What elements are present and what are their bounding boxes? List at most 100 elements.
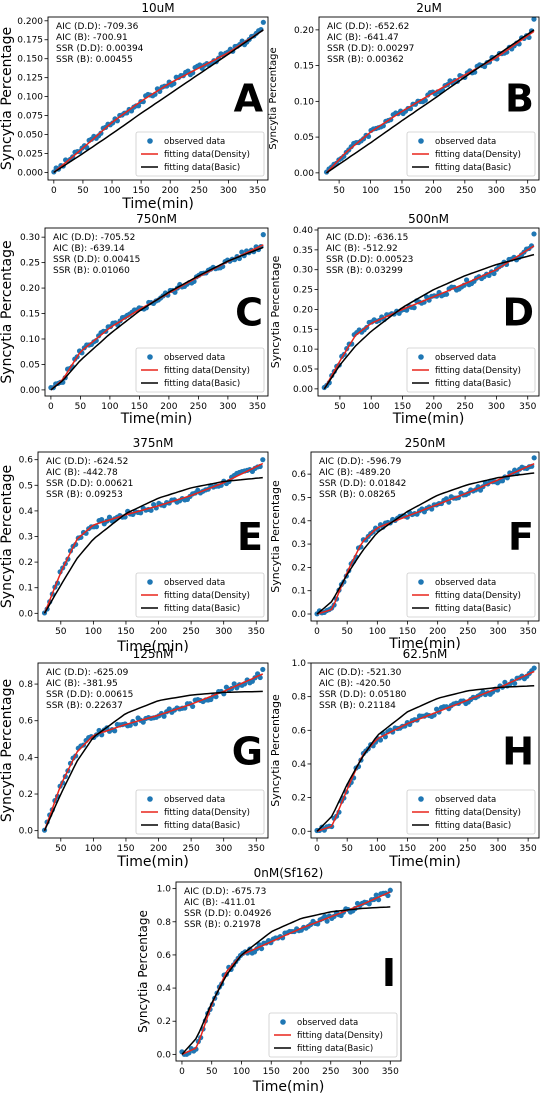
- legend-marker-observed: [147, 796, 153, 802]
- y-tick-label: 0.4: [19, 507, 34, 517]
- panel-title: 0nM(Sf162): [254, 866, 324, 880]
- stats-line: SSR (D.D): 0.00415: [53, 255, 140, 265]
- stats-line: SSR (D.D): 0.00394: [56, 44, 144, 54]
- y-tick-label: 0.2: [292, 794, 306, 804]
- fit-density-line: [316, 463, 535, 615]
- legend-marker-observed: [147, 579, 153, 585]
- stats-line: AIC (B): -512.92: [326, 244, 398, 254]
- x-tick-label: 0: [179, 1067, 185, 1077]
- x-tick-label: 250: [183, 844, 200, 854]
- legend-label: fitting data(Density): [164, 808, 250, 818]
- plot-area: [41, 666, 266, 833]
- y-tick-label: 0.8: [292, 693, 307, 703]
- x-tick-label: 150: [394, 402, 411, 412]
- x-tick-label: 300: [489, 627, 506, 637]
- legend-label: observed data: [435, 795, 496, 805]
- y-axis-label: Syncytia Percentage: [136, 910, 150, 1033]
- plot-area: [41, 457, 266, 616]
- x-tick-label: 50: [77, 186, 89, 196]
- x-tick-label: 300: [489, 844, 506, 854]
- y-tick-label: 0.0: [19, 827, 34, 837]
- x-tick-label: 250: [183, 627, 200, 637]
- y-tick-label: 0.025: [17, 149, 43, 159]
- y-tick-label: 0.2: [157, 1017, 171, 1027]
- x-tick-label: 50: [341, 627, 353, 637]
- y-tick-label: 0.3: [19, 533, 33, 543]
- legend-label: fitting data(Basic): [435, 604, 511, 614]
- stats-line: SSR (D.D): 0.04926: [184, 909, 272, 919]
- y-tick-label: 0.1: [19, 584, 33, 594]
- legend-label: observed data: [164, 137, 225, 147]
- y-axis-label: Syncytia Percentage: [0, 679, 15, 822]
- fit-basic-line: [326, 29, 535, 174]
- y-tick-label: 0.00: [20, 386, 40, 396]
- stats-line: SSR (B): 0.21184: [319, 701, 396, 711]
- stats-line: SSR (D.D): 0.00621: [46, 479, 133, 489]
- x-tick-label: 100: [101, 402, 118, 412]
- plot-area: [48, 232, 266, 391]
- axes-frame: [317, 227, 540, 397]
- fit-density-line: [43, 673, 264, 831]
- y-tick-label: 0.6: [19, 456, 34, 466]
- y-tick-label: 0.075: [17, 112, 43, 122]
- y-tick-label: 0.25: [20, 259, 40, 269]
- fit-basic-line: [53, 29, 264, 174]
- observed-point: [322, 913, 328, 920]
- x-tick-label: 350: [519, 402, 536, 412]
- panel-d: 500nM 50 100 150 200 250 300 350 0.00 0.05 0.10 0.1…: [269, 212, 540, 427]
- observed-point: [411, 305, 417, 311]
- panel-letter: I: [382, 951, 396, 995]
- legend-label: fitting data(Density): [435, 366, 521, 376]
- observed-point: [260, 457, 266, 463]
- observed-point: [190, 703, 196, 710]
- y-axis-label: Syncytia Percentage: [0, 465, 15, 608]
- y-tick-label: 0.30: [20, 233, 40, 243]
- stats-line: SSR (D.D): 0.00523: [326, 255, 413, 265]
- y-tick-label: 0.10: [293, 345, 313, 355]
- y-axis-label: Syncytia Percentage: [269, 480, 282, 593]
- stats-line: AIC (B): -639.14: [53, 244, 125, 254]
- panel-letter: H: [502, 730, 534, 774]
- stats-line: AIC (B): -489.20: [319, 468, 391, 478]
- x-tick-label: 350: [248, 844, 265, 854]
- x-tick-label: 250: [457, 402, 474, 412]
- legend: observed data fitting data(Density) fittin…: [406, 789, 536, 835]
- y-tick-label: 0.8: [19, 680, 34, 690]
- y-tick-label: 0.175: [17, 36, 43, 46]
- y-axis-label: Syncytia Percentage: [0, 27, 15, 170]
- axes-frame: [47, 16, 269, 181]
- legend-label: fitting data(Basic): [164, 604, 240, 614]
- legend-label: fitting data(Density): [435, 150, 521, 160]
- legend-marker-observed: [147, 354, 153, 360]
- stats-line: SSR (B): 0.01060: [53, 266, 130, 276]
- stats-line: AIC (D.D): -624.52: [46, 457, 128, 467]
- y-tick-label: 0.150: [17, 55, 43, 65]
- y-tick-label: 0.0: [292, 610, 307, 620]
- panel-title: 62.5nM: [403, 647, 448, 661]
- x-tick-label: 200: [162, 186, 179, 196]
- plot-area: [51, 19, 266, 175]
- observed-point: [99, 516, 105, 523]
- axes-frame: [37, 451, 269, 622]
- y-tick-label: 0.00: [293, 385, 313, 395]
- observed-point: [260, 666, 266, 673]
- x-tick-label: 250: [459, 627, 476, 637]
- legend: observed data fitting data(Density) fittin…: [135, 789, 265, 835]
- panel-title: 125nM: [133, 647, 174, 661]
- y-tick-label: 0.15: [20, 310, 40, 320]
- x-tick-label: 250: [191, 186, 208, 196]
- stats-line: AIC (D.D): -705.52: [53, 233, 135, 243]
- fit-density-line: [325, 30, 535, 174]
- x-tick-label: 300: [220, 186, 237, 196]
- y-tick-label: 0.2: [19, 558, 33, 568]
- legend-marker-observed: [147, 138, 153, 144]
- stats-line: AIC (D.D): -675.73: [184, 887, 266, 897]
- fit-density-line: [323, 245, 535, 390]
- y-axis-label: Syncytia Percentage: [0, 240, 15, 383]
- y-tick-label: 0.6: [292, 726, 307, 736]
- stats-line: SSR (B): 0.03299: [326, 266, 403, 276]
- x-axis-label: Time(min): [388, 854, 461, 870]
- y-tick-label: 0.5: [19, 481, 33, 491]
- legend-label: observed data: [297, 1018, 358, 1028]
- legend-marker-observed: [418, 796, 424, 802]
